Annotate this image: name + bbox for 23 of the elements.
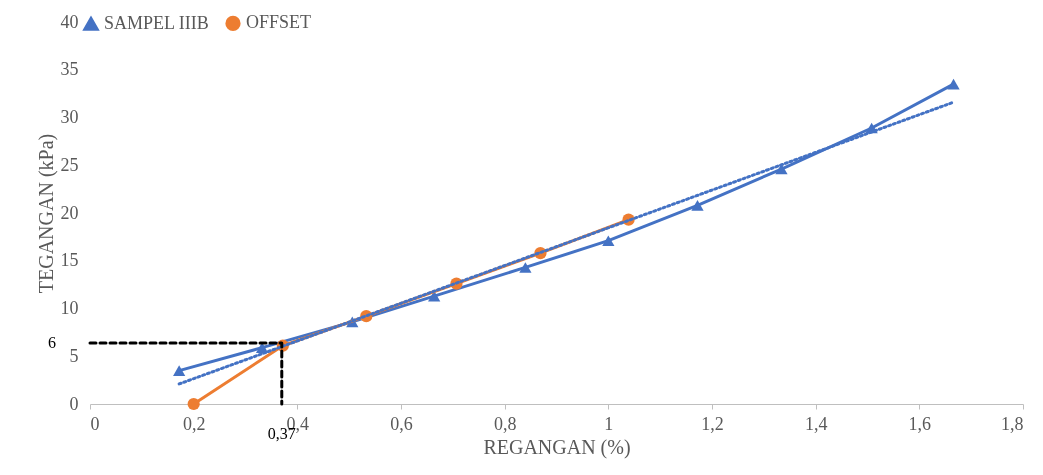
x-tick-label: 1,2	[701, 413, 724, 434]
x-tick-label: 1,6	[908, 413, 932, 434]
y-tick-label: 35	[60, 59, 79, 80]
x-tick-label: 1,4	[804, 413, 828, 434]
y-tick-label: 15	[60, 250, 79, 271]
x-tick-label: 0,6	[390, 413, 413, 434]
x-tick-label: 1,8	[1001, 413, 1024, 434]
y-tick-label: 5	[69, 345, 79, 366]
x-tick-label: 0,8	[493, 413, 517, 434]
y-tick-label: 30	[60, 107, 79, 127]
y-axis-title: TEGANGAN (kPa)	[34, 133, 58, 294]
x-tick-label: 0,2	[182, 413, 206, 434]
y-tick-label: 40	[60, 11, 79, 32]
y-tick-label: 25	[60, 154, 79, 175]
annotation: 6	[48, 333, 56, 351]
legend-label: SAMPEL IIIB	[104, 12, 209, 33]
legend-label: OFFSET	[246, 12, 312, 33]
x-tick-label: 0	[90, 413, 100, 434]
y-tick-label: 10	[60, 298, 79, 318]
x-axis-title: REGANGAN (%)	[483, 435, 631, 459]
y-tick-label: 20	[60, 202, 79, 223]
y-tick-label: 0	[69, 393, 79, 414]
x-tick-label: 1	[604, 413, 614, 434]
